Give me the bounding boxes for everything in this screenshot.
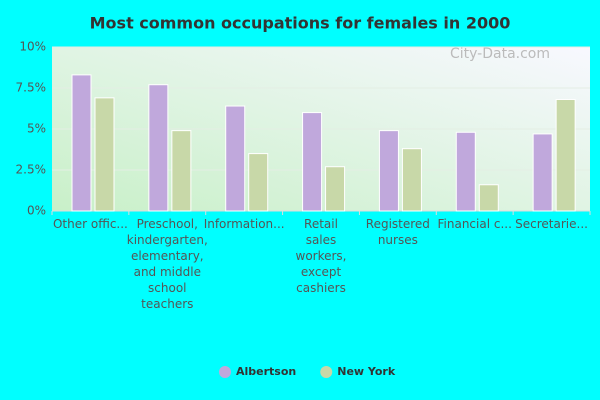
chart-title: Most common occupations for females in 2… <box>90 14 511 33</box>
bar <box>455 131 476 212</box>
bar <box>401 148 422 212</box>
bar <box>71 74 92 212</box>
y-tick-label: 0% <box>27 204 46 218</box>
bar <box>171 130 192 212</box>
bar <box>248 153 269 212</box>
legend-label: New York <box>337 365 396 378</box>
bar <box>378 130 399 212</box>
bar <box>478 184 499 212</box>
bar <box>325 166 346 212</box>
x-tick-label: Preschool, kindergarten, elementary, and mi… <box>127 217 208 311</box>
y-tick-label: 10% <box>19 40 46 54</box>
x-tick-label: Financial c... <box>438 217 512 231</box>
watermark: City-Data.com <box>450 46 550 62</box>
x-tick-label: Registered nurses <box>366 217 430 247</box>
legend-swatch <box>219 366 231 378</box>
x-tick-label: Other offic... <box>53 217 128 231</box>
y-tick-label: 5% <box>27 122 46 136</box>
x-tick-label: Secretarie... <box>515 217 588 231</box>
bar <box>532 133 553 212</box>
x-tick-label: Information... <box>204 217 285 231</box>
bar <box>225 105 246 212</box>
bar <box>94 97 115 212</box>
legend-swatch <box>320 366 333 378</box>
bar <box>555 98 576 212</box>
bar <box>302 112 323 212</box>
legend-label: Albertson <box>236 365 296 378</box>
y-tick-label: 2.5% <box>16 163 47 177</box>
x-tick-label: Retail sales workers, except cashiers <box>296 217 347 295</box>
y-tick-label: 7.5% <box>16 81 47 95</box>
bar <box>148 84 169 212</box>
